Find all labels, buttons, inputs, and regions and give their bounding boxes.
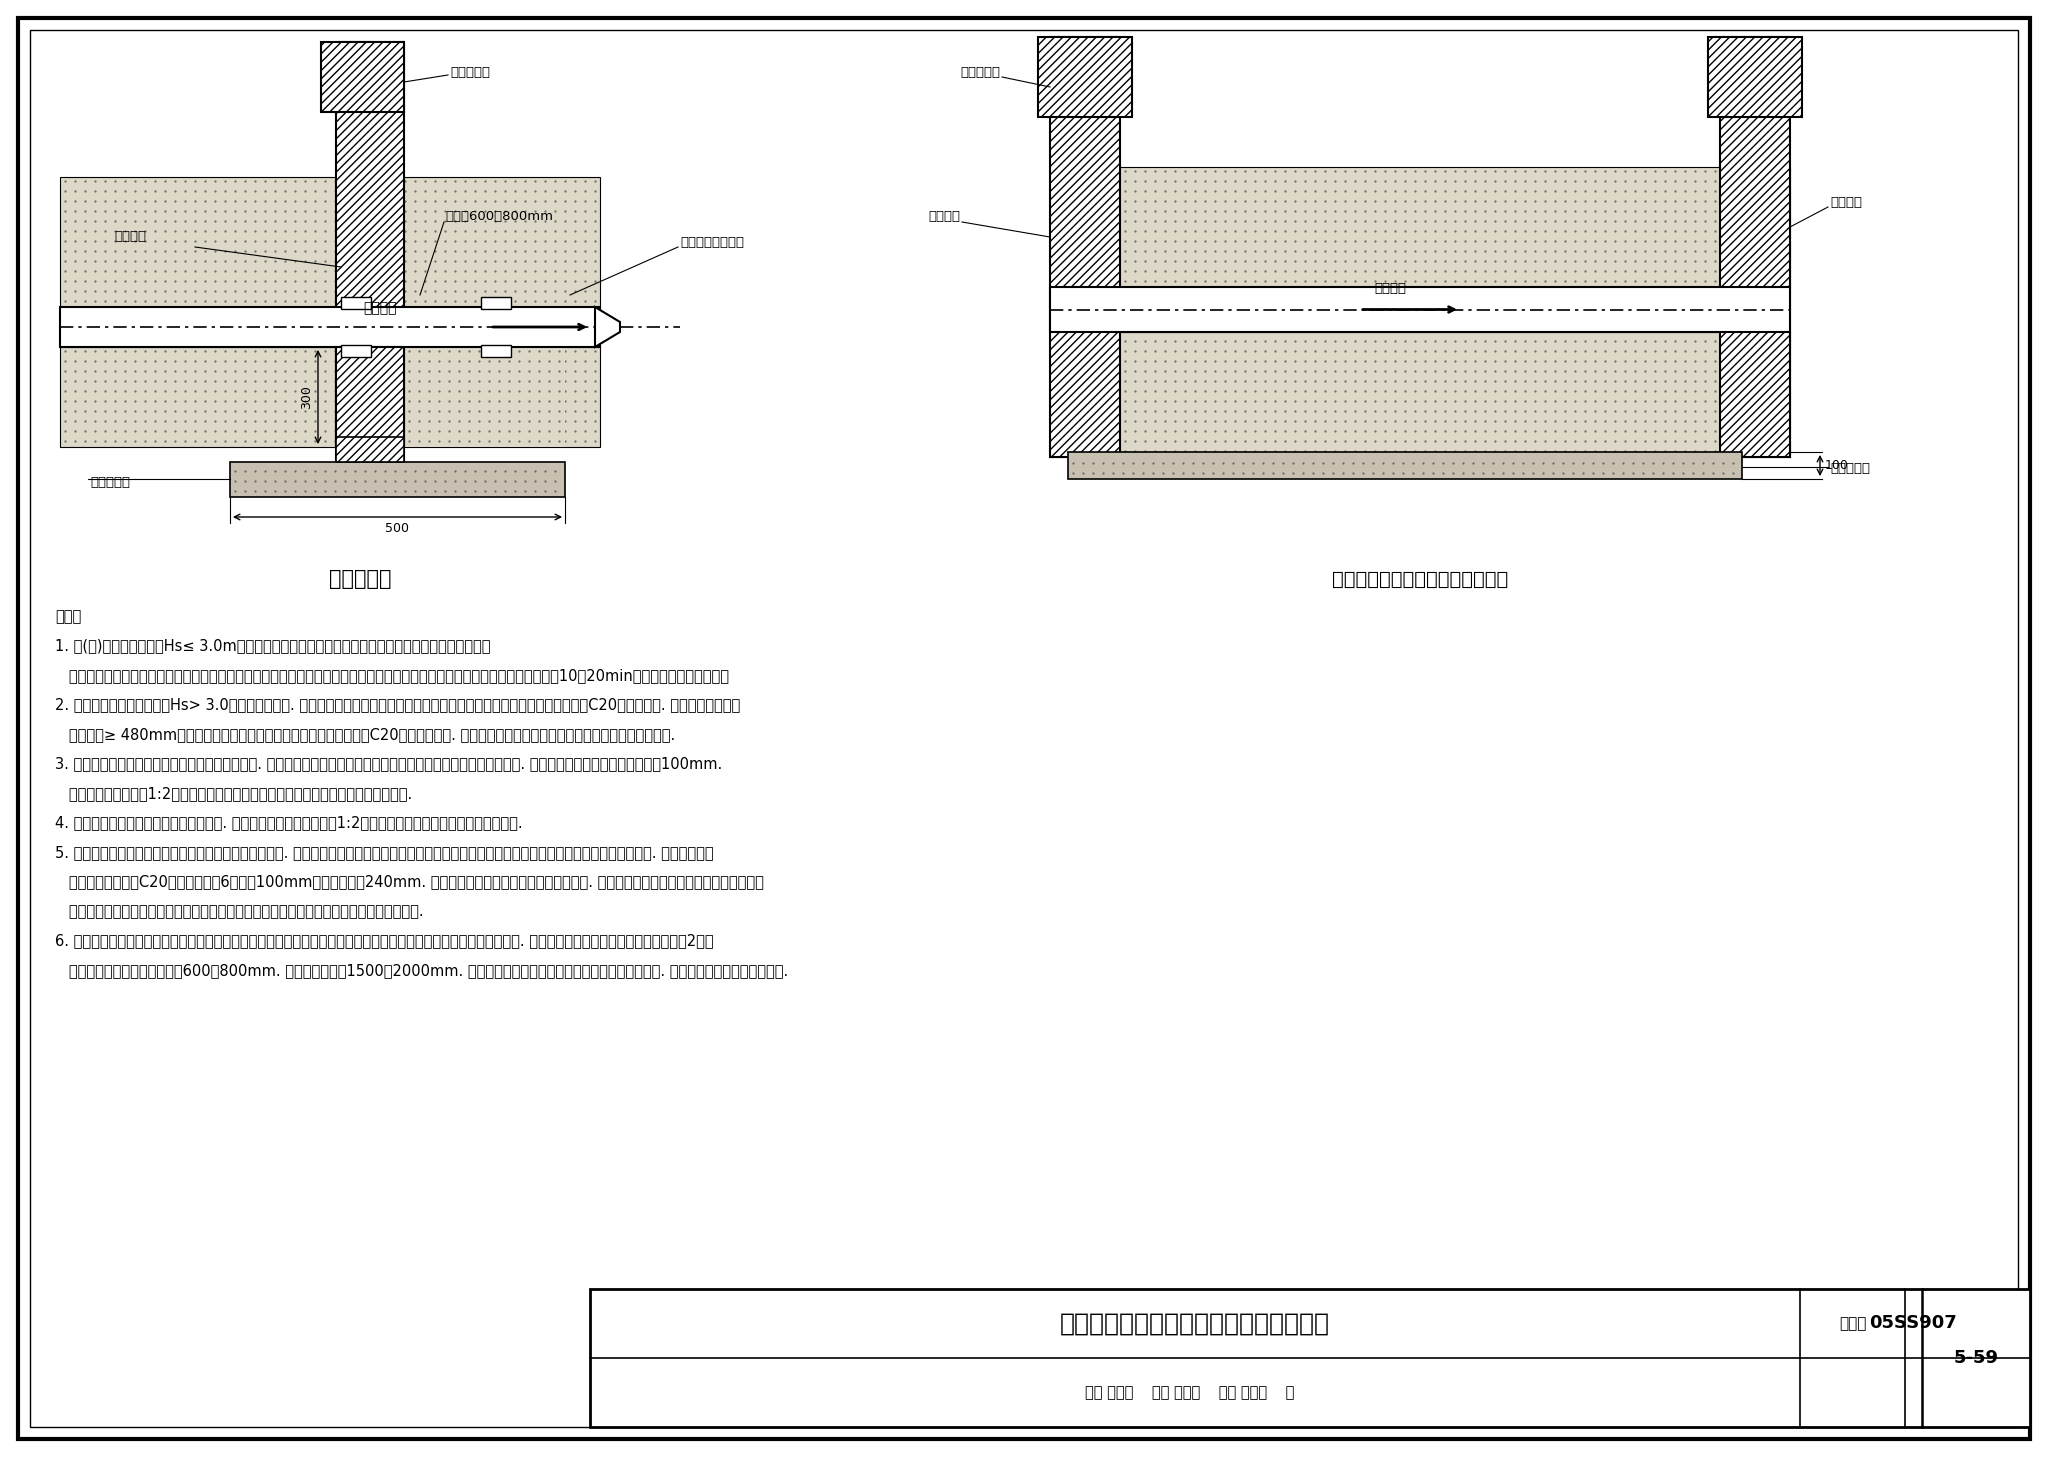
Bar	[1708, 36, 1802, 117]
Text: 软土地基管道与检查井连接（六）: 软土地基管道与检查井连接（六）	[1331, 570, 1507, 589]
Text: 先用毛刷或棉纱将管壁外表面清理干净然后均匀地涂刷一层胶粘剂，紧接着在上面用撒一层干燥的石英砂（或清洁粗砂），固化10～20min，即完成表面粗化处理。: 先用毛刷或棉纱将管壁外表面清理干净然后均匀地涂刷一层胶粘剂，紧接着在上面用撒一层…	[55, 667, 729, 683]
Bar	[59, 347, 600, 447]
Bar	[342, 297, 371, 309]
Bar	[1051, 36, 1120, 457]
Text: 井壁厚度≥ 480mm时，也可采用内、外并壁用半砖墙砌筑，中间包封C20混凝土的做法. 连接处设遇水膨胀橡胶密封圈能提高连接处的密封性能.: 井壁厚度≥ 480mm时，也可采用内、外并壁用半砖墙砌筑，中间包封C20混凝土的…	[55, 727, 676, 742]
Bar	[1038, 36, 1133, 117]
Bar	[1067, 452, 1743, 479]
Text: 100: 100	[1825, 459, 1849, 472]
Bar	[1051, 332, 1790, 457]
Text: 短管长600～800mm: 短管长600～800mm	[444, 210, 553, 223]
Text: 4. 图（四）适用于外壁异型的结构壁管材. 检查井与管道连接处应采用1:2防水砂浆，砂浆要饱满，以提高防渗效果.: 4. 图（四）适用于外壁异型的结构壁管材. 检查井与管道连接处应采用1:2防水砂…	[55, 816, 522, 830]
Bar	[59, 176, 600, 307]
Bar	[229, 462, 565, 497]
Bar	[342, 345, 371, 357]
Text: 管柔性连接而成，每节短管长600～800mm. 过渡段总长可取1500～2000mm. 柔性连接可采用承插式、套筒式等橡胶密封圈接口. 过渡段与检查井采用刚性连: 管柔性连接而成，每节短管长600～800mm. 过渡段总长可取1500～2000…	[55, 963, 788, 978]
Text: 检查井井壁: 检查井井壁	[961, 66, 999, 79]
Text: 1. 图(一)适用于管顶覆土Hs≤ 3.0m的外壁平整的管材，与检查井连接处的管外壁粗化处理工艺如下：: 1. 图(一)适用于管顶覆土Hs≤ 3.0m的外壁平整的管材，与检查井连接处的管…	[55, 638, 492, 654]
Text: 5-59: 5-59	[1954, 1349, 1999, 1367]
Bar	[403, 347, 565, 447]
Text: 05SS907: 05SS907	[1870, 1314, 1958, 1333]
Bar	[322, 42, 403, 112]
Bar	[590, 1289, 2030, 1426]
Text: 落底检查井: 落底检查井	[330, 570, 391, 589]
Bar	[336, 347, 403, 447]
Bar	[1051, 168, 1790, 287]
Text: 强度等级应不低于C20，最小壁厚应6不小于100mm，长度不小于240mm. 混凝土圈梁应密实，内壁要平滑，无鼓包. 混凝土圈梁安装时应接管道轴线和标高水泥: 强度等级应不低于C20，最小壁厚应6不小于100mm，长度不小于240mm. 混…	[55, 874, 764, 890]
Text: 检查井底板: 检查井底板	[90, 475, 129, 488]
Text: 管道敷设到位后，用1:2水泥砂浆填实管端与洞口之间的缝隙，砂浆内宜掺入微膨脂剂.: 管道敷设到位后，用1:2水泥砂浆填实管端与洞口之间的缝隙，砂浆内宜掺入微膨脂剂.	[55, 785, 412, 801]
Bar	[1051, 287, 1790, 332]
Text: 500: 500	[385, 522, 410, 535]
Text: 砖砌拱圈: 砖砌拱圈	[115, 230, 145, 243]
Text: 说明：: 说明：	[55, 609, 82, 624]
Text: 300: 300	[299, 385, 313, 409]
Text: 砖砌拱圈: 砖砌拱圈	[928, 210, 961, 223]
Text: 5. 图（五）管道与检查井采用橡胶密封圈柔性连接的做法. 混凝土圈梁应在管道安装前预制好，圈梁的内径按相应管径的承插口管材的承口内径尺寸确定. 混凝土圈梁的: 5. 图（五）管道与检查井采用橡胶密封圈柔性连接的做法. 混凝土圈梁应在管道安装…	[55, 845, 713, 860]
Bar	[59, 307, 600, 347]
Bar	[481, 345, 512, 357]
Text: 检查井井壁: 检查井井壁	[451, 66, 489, 79]
Text: 检查井底板: 检查井底板	[1831, 462, 1870, 475]
Text: 出水方向: 出水方向	[362, 302, 397, 315]
Text: 砂浆物入井壁内，此时，可将橡胶圈预先套在管插口指定部位与管端一起插入混凝土圈梁内.: 砂浆物入井壁内，此时，可将橡胶圈预先套在管插口指定部位与管端一起插入混凝土圈梁内…	[55, 903, 424, 919]
Text: 6. 图（六）适用于软土（淤泥、淤泥质土等软弱土层）地基或不均匀地层上的柔性连接的塑料管道与检查井的连接方式. 连接处采用短管过渡段，过渡段由不少于2节短: 6. 图（六）适用于软土（淤泥、淤泥质土等软弱土层）地基或不均匀地层上的柔性连接…	[55, 934, 713, 949]
Text: 3. 图（三）适用于先砌筑检查井后敷设管道情况下. 砌井时应在井壁上按管道轴线标高和管径预留洞口并砌筑成砖拱圈. 预留洞口内径不宜小于管材外径加100mm.: 3. 图（三）适用于先砌筑检查井后敷设管道情况下. 砌井时应在井壁上按管道轴线标…	[55, 756, 723, 772]
Bar	[336, 42, 403, 472]
Polygon shape	[596, 307, 621, 347]
Text: 套管及橡胶密封圈: 套管及橡胶密封圈	[680, 236, 743, 249]
Bar	[336, 437, 403, 462]
Text: 砖砌拱圈: 砖砌拱圈	[1831, 195, 1862, 208]
Text: 图集号: 图集号	[1839, 1316, 1866, 1332]
Bar	[1720, 36, 1790, 457]
Text: 审核 马中鹂    校对 应明康    设计 赵自明    页: 审核 马中鹂 校对 应明康 设计 赵自明 页	[1085, 1386, 1294, 1400]
Text: 2. 图（二）适用于管顶覆土Hs> 3.0外壁平整的管材. 当管道敷设到位，砌筑检查井时，对上、下游管道接入检查井部分采用现浇C20混凝土包封. 当管顶以下检查: 2. 图（二）适用于管顶覆土Hs> 3.0外壁平整的管材. 当管道敷设到位，砌筑…	[55, 698, 739, 712]
Text: 埋地塑料排水管道与检查井的连接（二）: 埋地塑料排水管道与检查井的连接（二）	[1061, 1311, 1329, 1336]
Text: 进水方向: 进水方向	[1374, 283, 1407, 296]
Bar	[481, 297, 512, 309]
